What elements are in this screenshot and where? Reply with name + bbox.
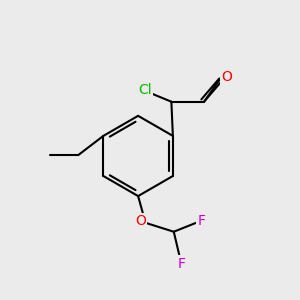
Text: F: F xyxy=(197,214,206,228)
Text: O: O xyxy=(135,214,146,228)
Text: F: F xyxy=(177,256,185,271)
Text: O: O xyxy=(221,70,232,84)
Text: Cl: Cl xyxy=(138,83,152,97)
